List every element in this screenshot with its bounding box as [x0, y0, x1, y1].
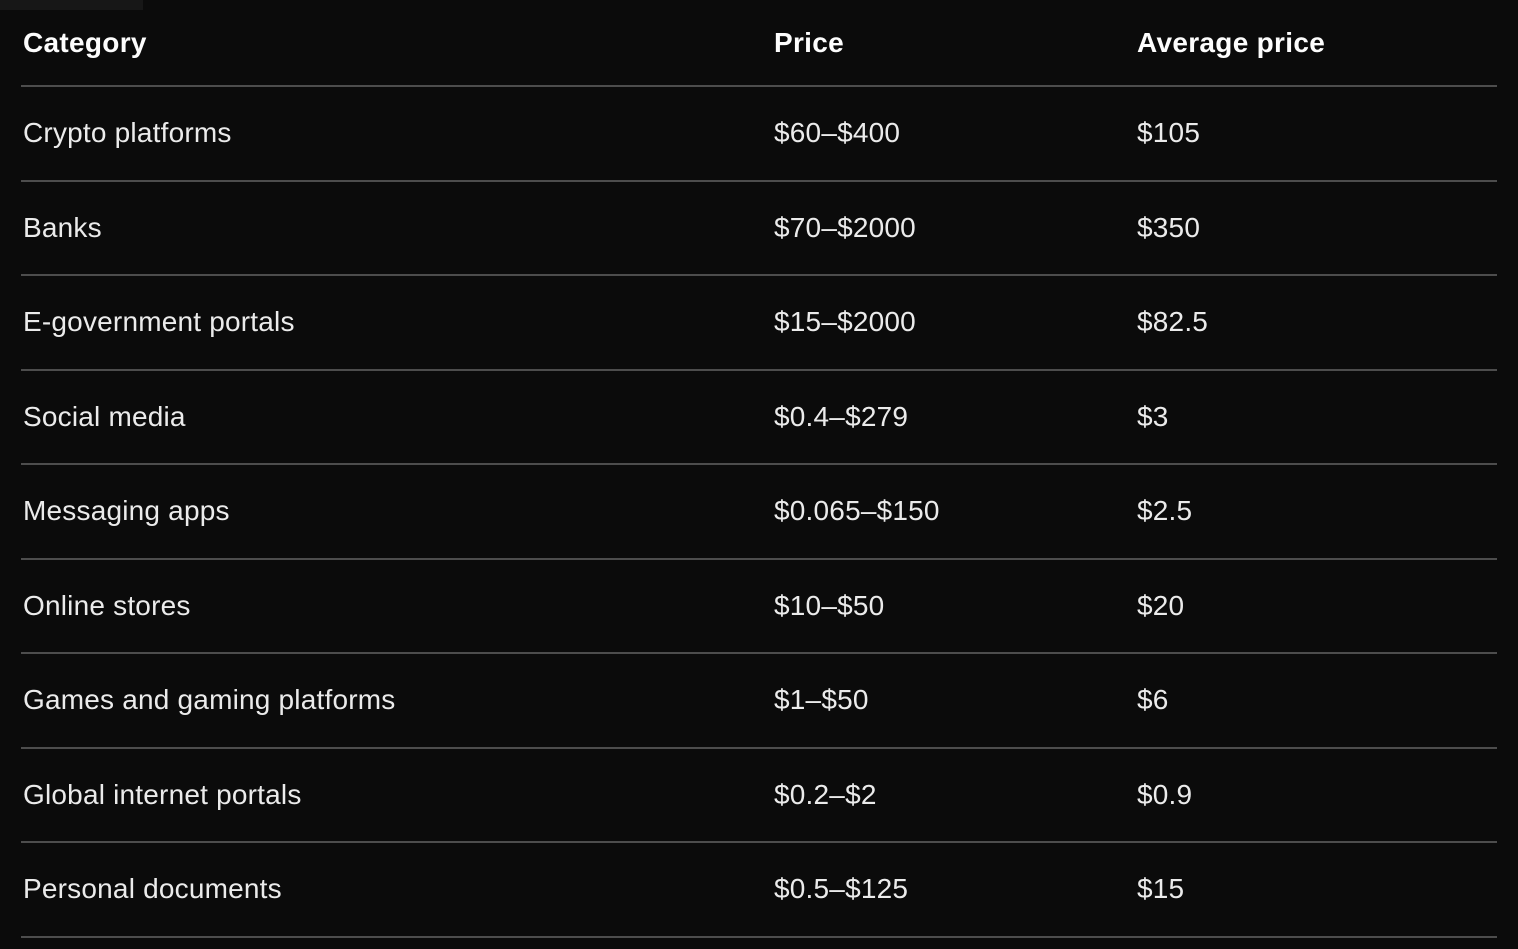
table-row: Messaging apps $0.065–$150 $2.5	[21, 465, 1497, 560]
table-row: Social media $0.4–$279 $3	[21, 371, 1497, 465]
price-cell: $10–$50	[774, 589, 885, 621]
price-cell: $1–$50	[774, 684, 869, 716]
column-header-price: Price	[774, 26, 844, 58]
category-cell: Crypto platforms	[23, 117, 232, 149]
table-row: Banks $70–$2000 $350	[21, 182, 1497, 276]
average-price-cell: $2.5	[1137, 495, 1193, 527]
price-cell: $0.5–$125	[774, 873, 909, 905]
average-price-cell: $3	[1137, 400, 1169, 432]
price-cell: $70–$2000	[774, 211, 916, 243]
table-row: Games and gaming platforms $1–$50 $6	[21, 654, 1497, 749]
category-cell: Social media	[23, 400, 186, 432]
table-row: Crypto platforms $60–$400 $105	[21, 87, 1497, 182]
price-cell: $15–$2000	[774, 306, 916, 338]
column-header-category: Category	[23, 26, 147, 58]
top-left-partial-element	[0, 0, 143, 10]
price-cell: $0.4–$279	[774, 400, 909, 432]
average-price-cell: $6	[1137, 684, 1169, 716]
average-price-cell: $105	[1137, 117, 1201, 149]
category-cell: Games and gaming platforms	[23, 684, 396, 716]
table-header-row: Category Price Average price	[21, 0, 1497, 87]
table-row: Online stores $10–$50 $20	[21, 560, 1497, 654]
average-price-cell: $82.5	[1137, 306, 1209, 338]
average-price-cell: $15	[1137, 873, 1185, 905]
price-cell: $60–$400	[774, 117, 901, 149]
category-cell: E-government portals	[23, 306, 295, 338]
price-cell: $0.2–$2	[774, 778, 877, 810]
column-header-average-price: Average price	[1137, 26, 1326, 58]
category-cell: Online stores	[23, 589, 191, 621]
table-row: E-government portals $15–$2000 $82.5	[21, 276, 1497, 371]
table-row: Personal documents $0.5–$125 $15	[21, 843, 1497, 938]
category-cell: Global internet portals	[23, 778, 302, 810]
price-cell: $0.065–$150	[774, 495, 940, 527]
category-cell: Banks	[23, 211, 102, 243]
average-price-cell: $20	[1137, 589, 1185, 621]
average-price-cell: $350	[1137, 211, 1201, 243]
table-row: Global internet portals $0.2–$2 $0.9	[21, 749, 1497, 843]
table-body: Crypto platforms $60–$400 $105 Banks $70…	[21, 87, 1497, 938]
category-cell: Messaging apps	[23, 495, 230, 527]
category-cell: Personal documents	[23, 873, 282, 905]
average-price-cell: $0.9	[1137, 778, 1193, 810]
